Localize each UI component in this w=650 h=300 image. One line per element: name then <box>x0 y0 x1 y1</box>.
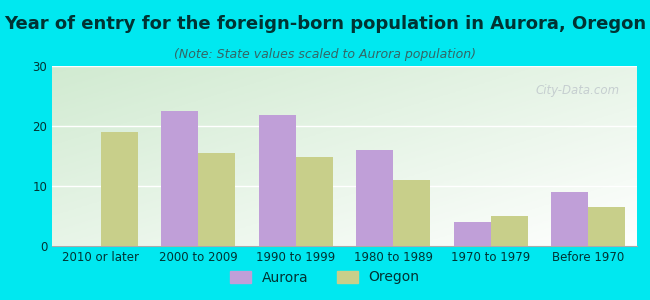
Text: (Note: State values scaled to Aurora population): (Note: State values scaled to Aurora pop… <box>174 48 476 61</box>
Bar <box>551 192 588 246</box>
Text: Year of entry for the foreign-born population in Aurora, Oregon: Year of entry for the foreign-born popul… <box>4 15 646 33</box>
Bar <box>454 222 491 246</box>
Bar <box>393 180 430 246</box>
Bar <box>161 111 198 246</box>
Bar <box>296 157 333 246</box>
Bar <box>356 150 393 246</box>
Bar <box>101 132 138 246</box>
Legend: Aurora, Oregon: Aurora, Oregon <box>225 265 425 290</box>
Text: City-Data.com: City-Data.com <box>536 84 619 97</box>
Bar <box>198 153 235 246</box>
Bar <box>588 207 625 246</box>
Bar <box>259 115 296 246</box>
Bar <box>491 216 528 246</box>
